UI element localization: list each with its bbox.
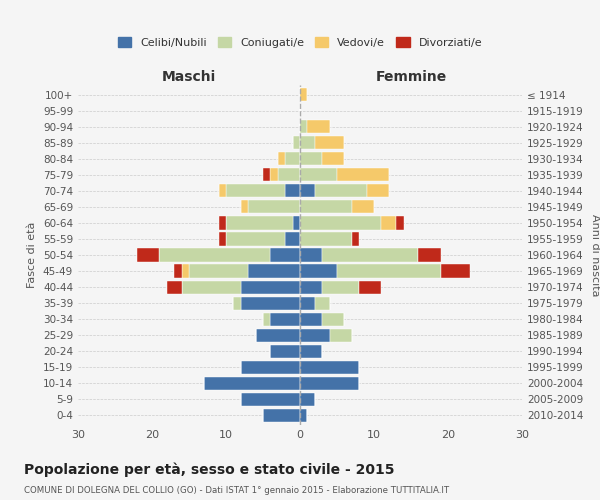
Bar xyxy=(300,200,352,213)
Bar xyxy=(300,344,322,358)
Bar xyxy=(300,280,322,293)
Bar xyxy=(300,232,352,245)
Bar xyxy=(271,248,300,262)
Bar xyxy=(300,264,337,278)
Bar xyxy=(285,152,300,166)
Bar xyxy=(263,168,271,181)
Bar xyxy=(300,88,307,101)
Text: Maschi: Maschi xyxy=(162,70,216,84)
Bar xyxy=(248,200,300,213)
Bar xyxy=(300,409,307,422)
Bar xyxy=(241,200,248,213)
Bar xyxy=(271,312,300,326)
Bar xyxy=(337,264,440,278)
Legend: Celibi/Nubili, Coniugati/e, Vedovi/e, Divorziati/e: Celibi/Nubili, Coniugati/e, Vedovi/e, Di… xyxy=(113,33,487,52)
Text: Popolazione per età, sesso e stato civile - 2015: Popolazione per età, sesso e stato civil… xyxy=(24,462,395,477)
Bar xyxy=(300,248,322,262)
Bar xyxy=(189,264,248,278)
Bar xyxy=(329,328,352,342)
Bar xyxy=(322,248,418,262)
Bar xyxy=(182,280,241,293)
Bar xyxy=(300,296,315,310)
Bar xyxy=(300,360,359,374)
Bar xyxy=(241,296,300,310)
Bar xyxy=(218,184,226,198)
Bar xyxy=(300,328,329,342)
Bar xyxy=(322,312,344,326)
Bar xyxy=(293,216,300,230)
Bar xyxy=(300,376,359,390)
Bar xyxy=(271,344,300,358)
Bar xyxy=(396,216,404,230)
Bar xyxy=(322,152,344,166)
Bar xyxy=(271,168,278,181)
Text: COMUNE DI DOLEGNA DEL COLLIO (GO) - Dati ISTAT 1° gennaio 2015 - Elaborazione TU: COMUNE DI DOLEGNA DEL COLLIO (GO) - Dati… xyxy=(24,486,449,495)
Text: Femmine: Femmine xyxy=(376,70,446,84)
Bar xyxy=(322,280,359,293)
Bar xyxy=(241,360,300,374)
Bar xyxy=(300,184,315,198)
Bar xyxy=(315,296,329,310)
Bar xyxy=(218,216,226,230)
Bar xyxy=(300,393,315,406)
Bar xyxy=(233,296,241,310)
Bar xyxy=(278,152,285,166)
Bar xyxy=(359,280,382,293)
Bar xyxy=(440,264,470,278)
Bar xyxy=(307,120,329,134)
Y-axis label: Anni di nascita: Anni di nascita xyxy=(590,214,600,296)
Bar xyxy=(241,280,300,293)
Bar xyxy=(137,248,160,262)
Bar xyxy=(174,264,182,278)
Bar xyxy=(226,216,293,230)
Bar xyxy=(352,232,359,245)
Bar xyxy=(160,248,271,262)
Bar xyxy=(367,184,389,198)
Bar xyxy=(337,168,389,181)
Bar xyxy=(300,312,322,326)
Bar xyxy=(300,168,337,181)
Bar xyxy=(218,232,226,245)
Bar xyxy=(418,248,440,262)
Bar xyxy=(293,136,300,149)
Bar xyxy=(285,184,300,198)
Bar xyxy=(300,120,307,134)
Bar xyxy=(248,264,300,278)
Bar xyxy=(352,200,374,213)
Bar xyxy=(300,216,382,230)
Bar xyxy=(315,136,344,149)
Bar xyxy=(167,280,182,293)
Bar xyxy=(278,168,300,181)
Bar xyxy=(300,152,322,166)
Bar xyxy=(382,216,396,230)
Bar xyxy=(241,393,300,406)
Bar xyxy=(300,136,315,149)
Bar xyxy=(315,184,367,198)
Bar xyxy=(182,264,189,278)
Bar xyxy=(263,312,271,326)
Bar xyxy=(256,328,300,342)
Bar xyxy=(226,184,285,198)
Bar xyxy=(226,232,285,245)
Bar xyxy=(263,409,300,422)
Bar xyxy=(204,376,300,390)
Y-axis label: Fasce di età: Fasce di età xyxy=(28,222,37,288)
Bar xyxy=(285,232,300,245)
